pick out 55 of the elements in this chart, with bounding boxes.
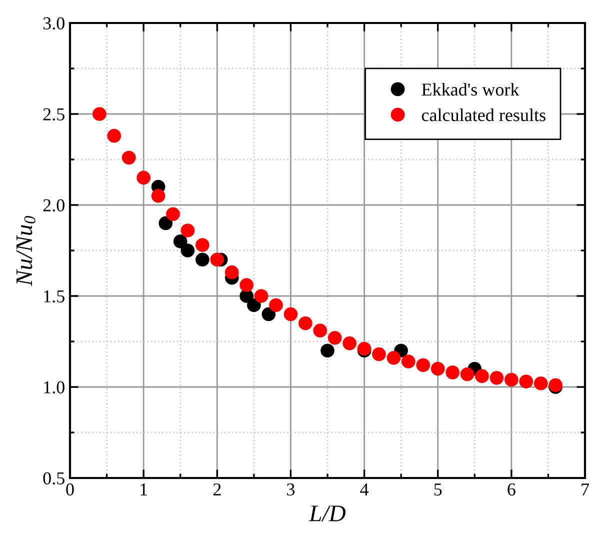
point xyxy=(372,347,386,362)
point xyxy=(107,128,122,143)
point xyxy=(386,350,401,365)
point xyxy=(430,362,445,376)
point xyxy=(534,376,548,390)
point xyxy=(342,336,356,350)
x-tick-label: 0 xyxy=(66,483,74,496)
x-tick-label: 2 xyxy=(213,483,221,496)
point xyxy=(224,265,239,280)
x-tick-label: 5 xyxy=(434,484,442,496)
x-tick-label: 6 xyxy=(508,483,516,496)
legend-label: calculated results xyxy=(422,108,546,122)
point xyxy=(460,367,474,382)
x-tick-label: 1 xyxy=(140,483,147,496)
point xyxy=(240,278,254,292)
x-tick-label: 4 xyxy=(360,484,369,496)
y-tick-label: 1.0 xyxy=(44,381,64,394)
y-tick-label: 1.5 xyxy=(44,290,64,303)
point xyxy=(262,307,276,322)
y-axis-title: Nu/Nu$_{0}$ xyxy=(16,216,36,286)
point xyxy=(402,354,416,368)
point xyxy=(475,369,489,383)
point xyxy=(504,372,518,387)
point xyxy=(210,252,224,267)
point xyxy=(180,244,195,258)
point xyxy=(320,344,334,358)
x-tick-label: 7 xyxy=(582,484,589,496)
point xyxy=(166,207,180,222)
point xyxy=(196,238,210,252)
x-axis-title: L/D xyxy=(308,506,346,522)
point xyxy=(196,252,210,267)
point xyxy=(158,216,173,230)
point xyxy=(284,307,298,322)
point xyxy=(269,298,283,312)
point xyxy=(151,188,166,203)
point xyxy=(519,374,534,388)
point xyxy=(122,150,136,165)
y-tick-label: 2.0 xyxy=(43,199,64,212)
point xyxy=(173,234,188,248)
x-tick-label: 3 xyxy=(287,483,295,496)
y-tick-label: 3.0 xyxy=(43,17,64,30)
point xyxy=(298,316,312,330)
point xyxy=(254,289,268,303)
point xyxy=(180,224,195,238)
point xyxy=(328,330,342,345)
point xyxy=(313,324,328,338)
point xyxy=(136,170,150,185)
y-tick-label: 0.5 xyxy=(43,472,64,485)
point xyxy=(92,107,106,121)
legend-label: Ekkad's work xyxy=(422,82,520,96)
point xyxy=(446,366,460,380)
point xyxy=(416,358,430,372)
point xyxy=(247,298,261,312)
y-tick-label: 2.5 xyxy=(43,108,64,121)
point xyxy=(490,370,504,385)
